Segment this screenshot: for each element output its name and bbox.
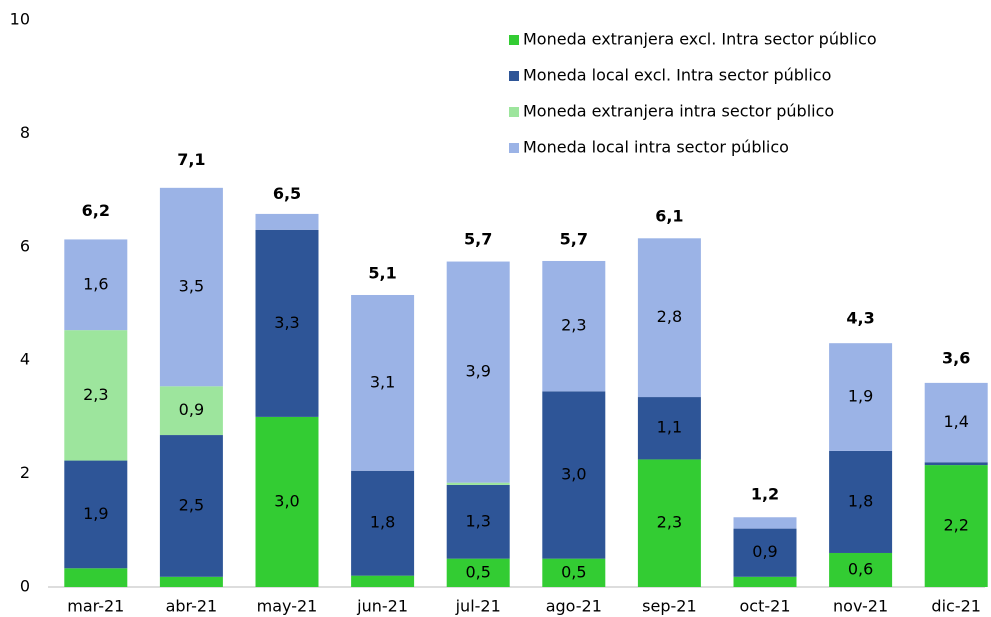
x-tick-label: jul-21 xyxy=(455,597,501,616)
bar-segment xyxy=(446,484,510,559)
value-label: 1,1 xyxy=(657,418,682,437)
bar-segment xyxy=(64,330,128,461)
bar-segment xyxy=(542,260,606,392)
x-tick-label: mar-21 xyxy=(67,597,124,616)
bar-segment xyxy=(924,465,988,587)
legend-label: Moneda local intra sector público xyxy=(523,138,789,157)
x-tick-label: dic-21 xyxy=(931,597,981,616)
x-tick-label: oct-21 xyxy=(740,597,791,616)
x-tick-label: jun-21 xyxy=(356,597,408,616)
value-label: 1,3 xyxy=(465,511,490,530)
value-label: 3,5 xyxy=(179,277,204,296)
bar-segment xyxy=(64,239,128,331)
value-label: 1,4 xyxy=(943,412,968,431)
bar-segment xyxy=(64,568,128,587)
value-label: 1,8 xyxy=(370,513,395,532)
x-tick-label: may-21 xyxy=(257,597,318,616)
y-tick-label: 6 xyxy=(20,236,30,255)
value-label: 0,9 xyxy=(179,400,204,419)
bar-segment xyxy=(637,459,701,587)
bar-segment xyxy=(733,528,797,577)
legend-swatch xyxy=(509,143,519,153)
value-label: 2,2 xyxy=(943,516,968,535)
value-label: 1,9 xyxy=(848,387,873,406)
value-label: 2,8 xyxy=(657,307,682,326)
bar-segment xyxy=(446,558,510,587)
bar-segment xyxy=(829,552,893,587)
total-label: 5,7 xyxy=(560,229,588,248)
bar-segment xyxy=(351,470,415,576)
bar-segment xyxy=(64,460,128,569)
value-label: 3,3 xyxy=(274,313,299,332)
legend-label: Moneda extranjera excl. Intra sector púb… xyxy=(523,30,877,49)
bar-segment xyxy=(351,294,415,471)
value-label: 1,9 xyxy=(83,504,108,523)
total-label: 6,1 xyxy=(655,207,683,226)
value-label: 2,3 xyxy=(657,513,682,532)
bar-segment xyxy=(159,435,223,577)
value-label: 3,9 xyxy=(465,362,490,381)
bar-segment xyxy=(542,391,606,559)
y-tick-label: 10 xyxy=(10,10,30,29)
total-label: 7,1 xyxy=(177,150,205,169)
total-label: 6,2 xyxy=(82,201,110,220)
value-label: 0,5 xyxy=(561,562,586,581)
bar-segment xyxy=(159,187,223,387)
x-tick-label: abr-21 xyxy=(166,597,218,616)
value-label: 0,5 xyxy=(465,562,490,581)
bar-segment xyxy=(637,397,701,460)
value-label: 0,6 xyxy=(848,559,873,578)
value-label: 3,1 xyxy=(370,372,395,391)
legend-label: Moneda local excl. Intra sector público xyxy=(523,66,831,85)
y-tick-label: 0 xyxy=(20,577,30,596)
value-label: 1,8 xyxy=(848,491,873,510)
bar-segment xyxy=(255,213,319,230)
value-label: 2,5 xyxy=(179,495,204,514)
value-label: 3,0 xyxy=(274,491,299,510)
bar-segment xyxy=(637,238,701,398)
y-tick-label: 4 xyxy=(20,350,30,369)
total-label: 4,3 xyxy=(846,309,874,328)
bar-segment xyxy=(159,576,223,587)
bar-segment xyxy=(829,450,893,553)
bar-segment xyxy=(255,229,319,417)
total-label: 3,6 xyxy=(942,348,970,367)
bar-segment xyxy=(542,558,606,587)
bar-segment xyxy=(924,382,988,463)
total-label: 6,5 xyxy=(273,184,301,203)
bar-segment xyxy=(446,261,510,483)
total-label: 5,7 xyxy=(464,229,492,248)
bar-segment xyxy=(829,343,893,451)
bar-segment xyxy=(255,416,319,587)
x-tick-label: sep-21 xyxy=(642,597,696,616)
value-label: 3,0 xyxy=(561,465,586,484)
bar-segment xyxy=(733,576,797,587)
value-label: 2,3 xyxy=(561,316,586,335)
bar-segment xyxy=(159,386,223,436)
legend-swatch xyxy=(509,35,519,45)
legend-label: Moneda extranjera intra sector público xyxy=(523,102,834,121)
y-tick-label: 2 xyxy=(20,463,30,482)
bar-segment xyxy=(924,462,988,466)
legend-swatch xyxy=(509,71,519,81)
x-tick-label: ago-21 xyxy=(546,597,602,616)
x-tick-label: nov-21 xyxy=(833,597,888,616)
value-label: 2,3 xyxy=(83,385,108,404)
bar-segment xyxy=(733,517,797,529)
bar-segment xyxy=(446,482,510,485)
legend-swatch xyxy=(509,107,519,117)
y-tick-label: 8 xyxy=(20,123,30,142)
total-label: 5,1 xyxy=(368,263,396,282)
total-label: 1,2 xyxy=(751,484,779,503)
value-label: 0,9 xyxy=(752,542,777,561)
bar-segment xyxy=(351,575,415,587)
value-label: 1,6 xyxy=(83,274,108,293)
